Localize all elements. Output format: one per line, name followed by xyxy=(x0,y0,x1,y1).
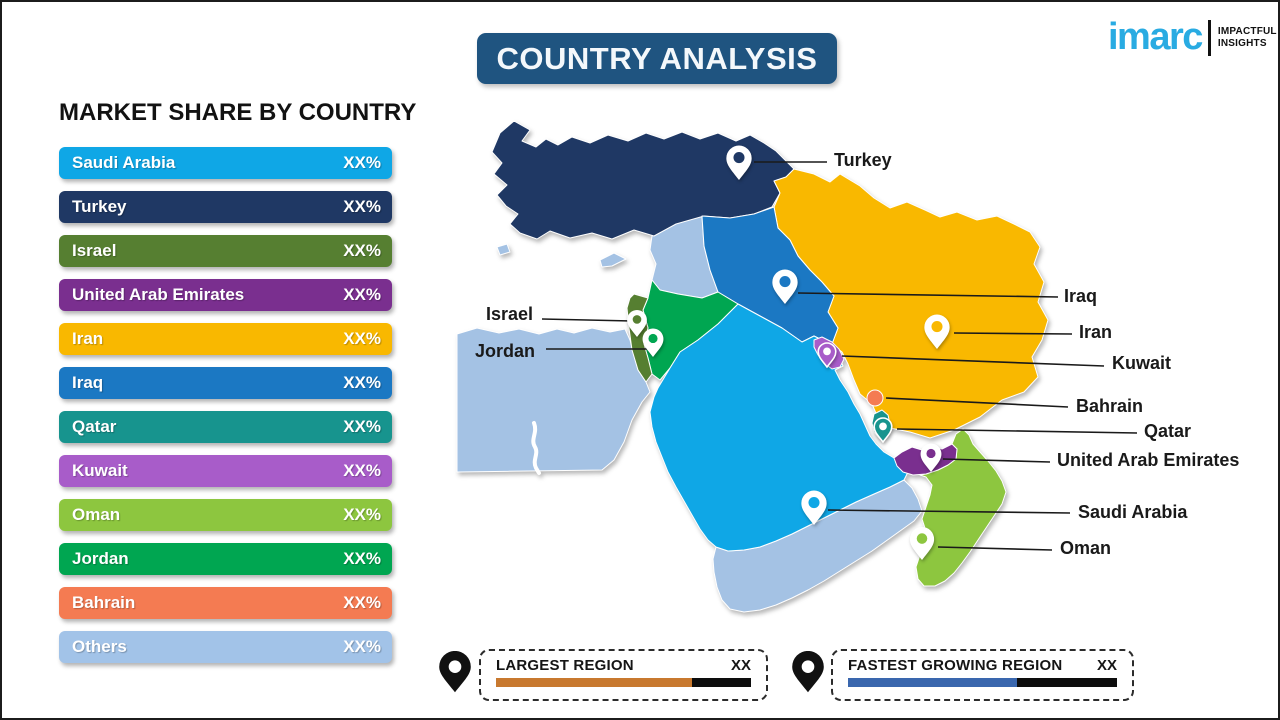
bar-label: Saudi Arabia xyxy=(72,153,176,172)
leader-line-bahrain xyxy=(885,397,1069,408)
bar-value: XX% xyxy=(343,549,381,568)
map-label-oman: Oman xyxy=(1060,538,1112,558)
leader-line-iran xyxy=(953,332,1073,335)
market-share-bar-uae: United Arab Emirates XX% xyxy=(59,279,392,311)
leader-line-israel xyxy=(541,318,633,322)
market-share-bar-iran: Iran XX% xyxy=(59,323,392,355)
map-region-egypt xyxy=(456,327,651,473)
largest-region-legend: LARGEST REGION XX xyxy=(479,649,768,701)
iran-pin xyxy=(924,314,950,349)
logo-divider xyxy=(1207,20,1211,56)
oman-pin xyxy=(909,527,935,560)
bar-label: Bahrain xyxy=(72,593,136,612)
bar-label: Turkey xyxy=(72,197,127,216)
nile-river xyxy=(531,421,541,475)
bar-label: Jordan xyxy=(72,549,129,568)
kuwait-pin xyxy=(817,342,837,368)
largest-region-value: XX xyxy=(730,657,751,674)
bar-value: XX% xyxy=(343,373,381,392)
fastest-growing-label: FASTEST GROWING REGION xyxy=(848,657,1063,674)
imarc-logo: imarc IMPACTFUL INSIGHTS xyxy=(1108,18,1277,56)
turkey-pin xyxy=(726,145,752,180)
market-share-bar-jordan: Jordan XX% xyxy=(59,543,392,575)
bar-value: XX% xyxy=(343,505,381,524)
market-share-bar-turkey: Turkey XX% xyxy=(59,191,392,223)
market-share-bar-qatar: Qatar XX% xyxy=(59,411,392,443)
leader-line-saudi xyxy=(827,509,1071,514)
bar-value: XX% xyxy=(343,285,381,304)
map-label-israel: Israel xyxy=(485,304,533,324)
bar-label: Iraq xyxy=(72,373,104,392)
fastest-growing-pin-icon xyxy=(792,651,824,693)
leader-line-uae xyxy=(942,458,1051,463)
map-label-saudi-arabia: Saudi Arabia xyxy=(1078,502,1188,522)
qatar-pin xyxy=(873,417,893,443)
bar-label: Kuwait xyxy=(72,461,128,480)
bar-value: XX% xyxy=(343,461,381,480)
market-share-bar-saudi-arabia: Saudi Arabia XX% xyxy=(59,147,392,179)
largest-region-pin-icon xyxy=(439,651,471,693)
leader-line-kuwait xyxy=(841,355,1105,367)
bar-label: United Arab Emirates xyxy=(72,285,245,304)
market-share-bar-bahrain: Bahrain XX% xyxy=(59,587,392,619)
map-label-jordan: Jordan xyxy=(474,341,535,361)
leader-lines xyxy=(541,161,1138,551)
market-share-bar-iraq: Iraq XX% xyxy=(59,367,392,399)
map-label-iran: Iran xyxy=(1079,322,1113,342)
map-label-uae: United Arab Emirates xyxy=(1057,450,1240,470)
bar-value: XX% xyxy=(343,329,381,348)
map-region-bahrain xyxy=(866,389,884,407)
bar-label: Oman xyxy=(72,505,121,524)
largest-region-bar-fill xyxy=(496,678,693,687)
bar-value: XX% xyxy=(343,637,381,656)
title-banner: COUNTRY ANALYSIS xyxy=(477,33,837,84)
bar-label: Israel xyxy=(72,241,117,260)
bar-label: Qatar xyxy=(72,417,117,436)
fastest-growing-bar-fill xyxy=(848,678,1018,687)
leader-line-qatar xyxy=(896,428,1138,434)
largest-region-label: LARGEST REGION xyxy=(496,657,634,674)
market-share-bar-others: Others XX% xyxy=(59,631,392,663)
map-label-turkey: Turkey xyxy=(834,150,892,170)
market-share-bar-oman: Oman XX% xyxy=(59,499,392,531)
map-label-kuwait: Kuwait xyxy=(1112,353,1172,373)
map-region-saudi-arabia xyxy=(649,303,909,552)
bar-value: XX% xyxy=(343,197,381,216)
iraq-pin xyxy=(772,269,798,304)
market-share-bar-israel: Israel XX% xyxy=(59,235,392,267)
jordan-pin xyxy=(642,328,664,357)
leader-line-iraq xyxy=(797,292,1059,298)
fastest-growing-bar xyxy=(848,678,1117,687)
market-share-heading: MARKET SHARE BY COUNTRY xyxy=(59,99,417,126)
leader-line-oman xyxy=(937,546,1053,551)
map-region-aegean-islet xyxy=(496,243,511,256)
market-share-list: Saudi Arabia XX% Turkey XX% Israel XX% U… xyxy=(59,147,392,675)
bar-value: XX% xyxy=(343,593,381,612)
imarc-logo-wordmark: imarc xyxy=(1108,16,1203,58)
fastest-growing-value: XX xyxy=(1096,657,1117,674)
bar-value: XX% xyxy=(343,241,381,260)
bar-value: XX% xyxy=(343,153,381,172)
uae-pin xyxy=(920,443,942,472)
logo-tagline: IMPACTFUL INSIGHTS xyxy=(1217,26,1277,49)
israel-pin xyxy=(627,310,647,337)
largest-region-bar xyxy=(496,678,751,687)
saudi-arabia-pin xyxy=(801,490,827,525)
bar-label: Iran xyxy=(72,329,104,348)
bar-label: Others xyxy=(72,637,127,656)
page-title: COUNTRY ANALYSIS xyxy=(496,40,818,76)
middle-east-map xyxy=(456,120,1138,613)
map-label-iraq: Iraq xyxy=(1064,286,1098,306)
fastest-growing-bar-remainder xyxy=(1017,678,1117,687)
market-share-bar-kuwait: Kuwait XX% xyxy=(59,455,392,487)
map-region-cyprus xyxy=(599,252,627,268)
largest-region-bar-remainder xyxy=(692,678,751,687)
bar-value: XX% xyxy=(343,417,381,436)
map-label-bahrain: Bahrain xyxy=(1076,396,1144,416)
map-pins xyxy=(627,145,950,560)
map-label-qatar: Qatar xyxy=(1144,421,1192,441)
fastest-growing-legend: FASTEST GROWING REGION XX xyxy=(831,649,1134,701)
